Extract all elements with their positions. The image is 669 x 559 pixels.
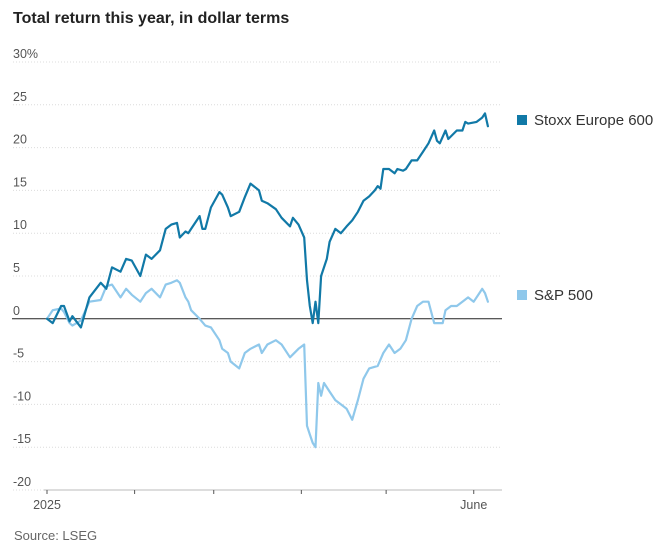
y-tick-label: -20 <box>13 475 31 489</box>
series-line-stoxx-europe-600 <box>45 112 489 329</box>
legend-swatch-s-p-500 <box>517 290 527 300</box>
legend-label-s-p-500: S&P 500 <box>534 287 593 304</box>
legend-swatch-stoxx-europe-600 <box>517 115 527 125</box>
series-line-s-p-500 <box>45 279 489 449</box>
plot-area <box>45 112 489 449</box>
y-tick-label: -15 <box>13 432 31 446</box>
chart-title: Total return this year, in dollar terms <box>13 10 289 27</box>
y-axis: 30% 25 20 15 10 5 0 -5 -10 -15 -20 <box>13 47 38 489</box>
y-tick-label: -10 <box>13 389 31 403</box>
y-tick-label: -5 <box>13 347 24 361</box>
x-tick-label: 2025 <box>33 498 61 512</box>
y-tick-label: 30% <box>13 47 38 61</box>
gridlines <box>12 61 502 491</box>
x-axis: 2025 June <box>33 489 502 512</box>
y-tick-label: 0 <box>13 304 20 318</box>
y-tick-label: 10 <box>13 218 27 232</box>
y-tick-label: 25 <box>13 90 27 104</box>
y-tick-label: 15 <box>13 175 27 189</box>
x-tick-label: June <box>460 498 487 512</box>
legend-label-stoxx-europe-600: Stoxx Europe 600 <box>534 112 653 129</box>
source-note: Source: LSEG <box>14 528 97 543</box>
y-tick-label: 20 <box>13 133 27 147</box>
legend: Stoxx Europe 600 S&P 500 <box>517 112 653 304</box>
y-tick-label: 5 <box>13 261 20 275</box>
